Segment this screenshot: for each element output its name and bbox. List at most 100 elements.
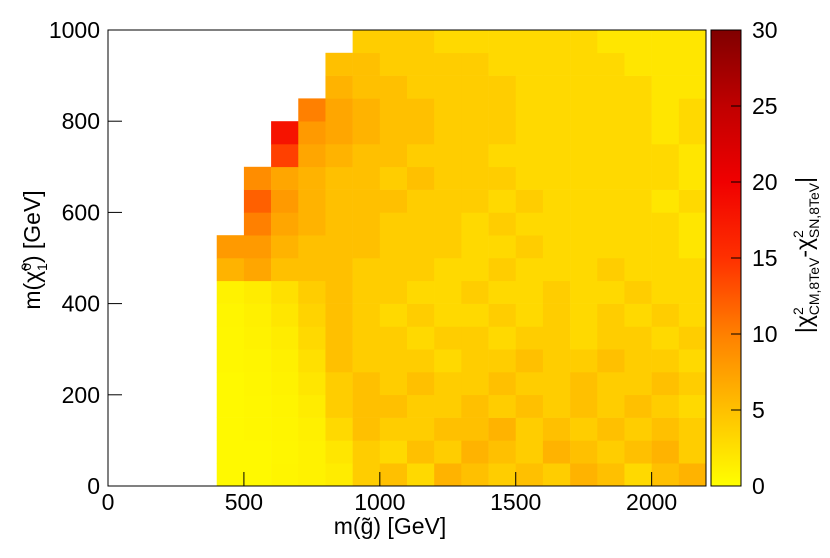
heatmap-cell xyxy=(597,98,625,122)
heatmap-cell xyxy=(488,52,517,76)
heatmap-cell xyxy=(570,258,598,282)
heatmap-cell xyxy=(542,303,571,327)
heatmap-cell xyxy=(379,166,408,190)
heatmap-cell xyxy=(597,417,625,441)
heatmap-cell xyxy=(651,166,680,190)
heatmap-cell xyxy=(651,189,680,213)
heatmap-cell xyxy=(570,372,598,396)
heatmap-cell xyxy=(243,417,272,441)
heatmap-cell xyxy=(542,349,571,373)
heatmap-cell xyxy=(624,75,652,99)
heatmap-cell xyxy=(325,98,353,122)
heatmap-cell xyxy=(216,440,245,464)
heatmap-cell xyxy=(461,189,489,213)
heatmap-cell xyxy=(271,166,299,190)
heatmap-cell xyxy=(678,144,707,168)
heatmap-cell xyxy=(216,349,245,373)
heatmap-cell xyxy=(570,121,598,145)
heatmap-cell xyxy=(488,75,517,99)
heatmap-cell xyxy=(461,394,489,418)
heatmap-cell xyxy=(515,235,544,259)
heatmap-cell xyxy=(407,30,435,54)
heatmap-cell xyxy=(379,463,408,487)
y-tick-label: 600 xyxy=(62,199,100,225)
heatmap-cell xyxy=(352,258,381,282)
heatmap-cell xyxy=(624,52,652,76)
heatmap-cell xyxy=(407,440,435,464)
heatmap-cell xyxy=(624,258,652,282)
heatmap-cell xyxy=(488,280,517,304)
heatmap-cell xyxy=(651,212,680,236)
heatmap-cell xyxy=(542,212,571,236)
heatmap-cell xyxy=(542,417,571,441)
heatmap-cell xyxy=(434,121,462,145)
heatmap-cell xyxy=(461,98,489,122)
z-label-sub: CM,8TeV xyxy=(806,257,822,315)
heatmap-cell xyxy=(325,303,353,327)
heatmap-cell xyxy=(461,212,489,236)
heatmap-cell xyxy=(352,189,381,213)
heatmap-cell xyxy=(352,349,381,373)
heatmap-cell xyxy=(542,189,571,213)
heatmap-cell xyxy=(570,98,598,122)
heatmap-cell xyxy=(597,189,625,213)
heatmap-cell xyxy=(461,144,489,168)
heatmap-cell xyxy=(542,52,571,76)
y-tick-label: 800 xyxy=(62,108,100,134)
heatmap-cell xyxy=(216,280,245,304)
heatmap-cell xyxy=(515,372,544,396)
heatmap-cell xyxy=(624,372,652,396)
heatmap-cell xyxy=(488,144,517,168)
heatmap-cell xyxy=(570,394,598,418)
heatmap-cell xyxy=(352,463,381,487)
colorbar-tick-label: 5 xyxy=(752,397,765,423)
heatmap-cell xyxy=(216,326,245,350)
heatmap-cell xyxy=(651,98,680,122)
heatmap-cell xyxy=(651,417,680,441)
heatmap-cell xyxy=(678,349,707,373)
heatmap-cells xyxy=(216,30,707,487)
heatmap-cell xyxy=(298,303,326,327)
heatmap-cell xyxy=(434,303,462,327)
z-label-sup: 2 xyxy=(790,307,806,315)
heatmap-cell xyxy=(325,463,353,487)
heatmap-cell xyxy=(570,235,598,259)
heatmap-cell xyxy=(570,166,598,190)
heatmap-cell xyxy=(434,98,462,122)
heatmap-cell xyxy=(651,121,680,145)
heatmap-cell xyxy=(651,463,680,487)
heatmap-cell xyxy=(624,349,652,373)
heatmap-cell xyxy=(515,212,544,236)
heatmap-cell xyxy=(407,98,435,122)
heatmap-cell xyxy=(379,280,408,304)
y-label-sub: 1 xyxy=(34,263,50,271)
heatmap-cell xyxy=(434,258,462,282)
heatmap-cell xyxy=(407,258,435,282)
heatmap-cell xyxy=(298,417,326,441)
heatmap-cell xyxy=(243,326,272,350)
heatmap-cell xyxy=(678,303,707,327)
heatmap-cell xyxy=(597,326,625,350)
heatmap-cell xyxy=(379,52,408,76)
heatmap-cell xyxy=(542,121,571,145)
y-axis-label: m(χ̃01) [GeV] xyxy=(18,190,50,309)
heatmap-cell xyxy=(434,75,462,99)
heatmap-cell xyxy=(678,235,707,259)
heatmap-cell xyxy=(542,75,571,99)
heatmap-cell xyxy=(298,235,326,259)
heatmap-cell xyxy=(515,417,544,441)
heatmap-cell xyxy=(542,166,571,190)
heatmap-cell xyxy=(352,30,381,54)
heatmap-cell xyxy=(624,440,652,464)
heatmap-cell xyxy=(271,303,299,327)
heatmap-cell xyxy=(407,189,435,213)
heatmap-cell xyxy=(461,166,489,190)
heatmap-cell xyxy=(488,440,517,464)
heatmap-cell xyxy=(515,326,544,350)
heatmap-cell xyxy=(624,189,652,213)
heatmap-cell xyxy=(597,258,625,282)
heatmap-cell xyxy=(651,440,680,464)
heatmap-cell xyxy=(570,30,598,54)
heatmap-cell xyxy=(461,75,489,99)
